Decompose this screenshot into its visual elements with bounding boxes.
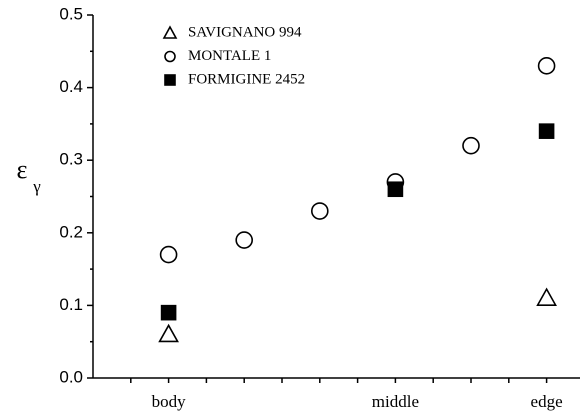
- marker-circle: [310, 202, 329, 220]
- y-tick-label: 0.3: [59, 150, 83, 169]
- y-tick-label: 0.1: [59, 295, 83, 314]
- legend-marker: [162, 25, 178, 39]
- legend-label: MONTALE 1: [188, 48, 271, 64]
- marker-square: [387, 181, 404, 198]
- x-tick-label: edge: [531, 392, 563, 411]
- x-tick-label: middle: [372, 392, 419, 411]
- marker-triangle: [158, 323, 179, 343]
- legend-marker: [164, 74, 176, 86]
- legend-label: FORMIGINE 2452: [188, 71, 305, 87]
- y-tick-label: 0.0: [59, 367, 83, 386]
- marker-circle: [537, 57, 556, 75]
- y-tick-label: 0.5: [59, 4, 83, 23]
- marker-triangle: [536, 287, 557, 306]
- y-tick-label: 0.2: [59, 222, 83, 241]
- y-axis-label: ε: [17, 155, 28, 184]
- marker-square: [538, 123, 555, 139]
- legend-marker: [164, 50, 176, 63]
- y-tick-label: 0.4: [59, 77, 83, 96]
- marker-square: [160, 304, 177, 321]
- legend-label: SAVIGNANO 994: [188, 24, 302, 40]
- marker-circle: [462, 136, 480, 155]
- marker-circle: [159, 245, 178, 264]
- x-tick-label: body: [152, 392, 187, 411]
- marker-circle: [235, 231, 253, 249]
- y-axis-label-subscript: γ: [32, 177, 41, 196]
